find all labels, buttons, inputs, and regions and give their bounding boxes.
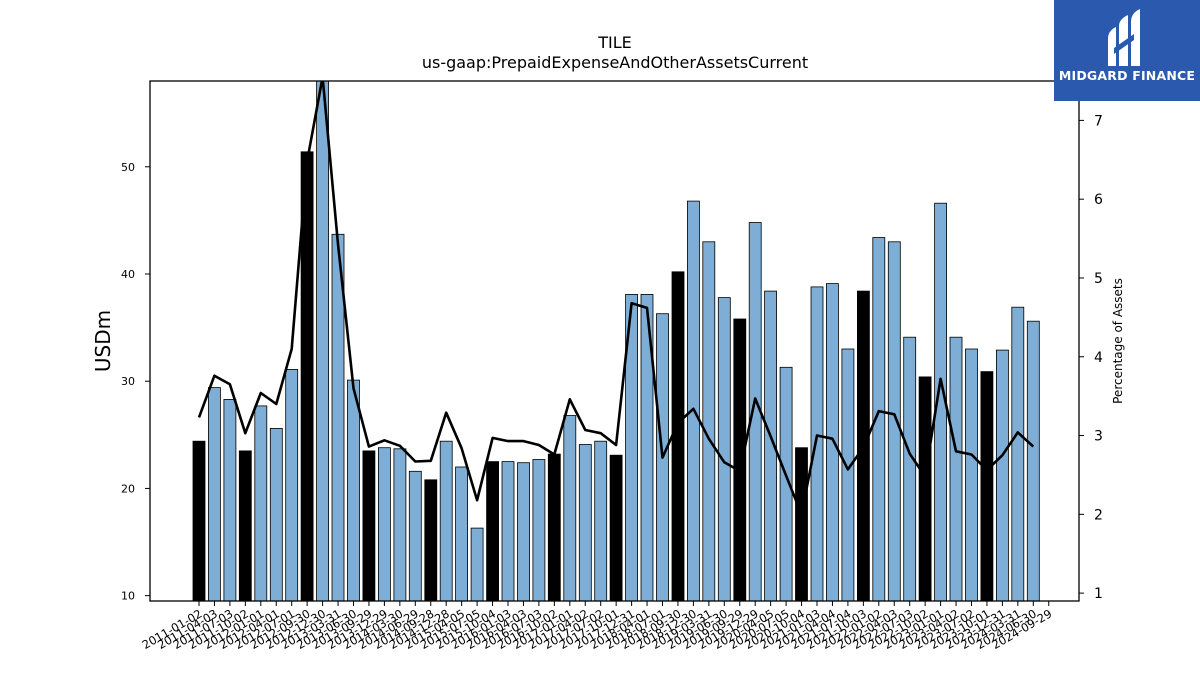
bar bbox=[1011, 306, 1025, 602]
bar bbox=[826, 283, 839, 602]
bar bbox=[532, 459, 546, 602]
bar bbox=[424, 479, 438, 602]
bar bbox=[285, 368, 299, 602]
y-axis: 10 20 30 40 50 bbox=[121, 161, 150, 603]
bar bbox=[377, 447, 391, 602]
bar bbox=[795, 447, 808, 602]
bar bbox=[609, 454, 623, 602]
bar bbox=[347, 379, 360, 602]
bar bbox=[918, 376, 932, 602]
bar bbox=[192, 440, 206, 602]
brand-logo: MIDGARD FINANCE bbox=[1054, 0, 1200, 101]
chart-subtitle: us-gaap:PrepaidExpenseAndOtherAssetsCurr… bbox=[422, 53, 808, 72]
y2-tick-label: 7 bbox=[1094, 113, 1103, 129]
bar bbox=[393, 448, 407, 602]
bar bbox=[254, 405, 268, 602]
pct-of-assets-line bbox=[197, 81, 1035, 516]
bar bbox=[949, 336, 963, 602]
bar bbox=[717, 297, 731, 602]
bar bbox=[702, 241, 716, 602]
bar bbox=[238, 450, 252, 602]
plot-frame bbox=[149, 80, 1080, 602]
y-tick-label: 10 bbox=[121, 590, 135, 603]
bar bbox=[470, 527, 484, 602]
midgard-logo-icon bbox=[1108, 9, 1140, 66]
bar bbox=[810, 286, 824, 602]
bar bbox=[965, 348, 978, 602]
y2-axis-label: Percentage of Assets bbox=[1111, 278, 1125, 404]
bar bbox=[578, 444, 592, 602]
y2-tick-label: 6 bbox=[1094, 192, 1103, 208]
bar bbox=[887, 241, 901, 602]
line-group bbox=[197, 81, 1035, 516]
bar bbox=[996, 349, 1009, 602]
bar bbox=[733, 318, 747, 602]
bar bbox=[671, 271, 685, 602]
y2-tick-label: 4 bbox=[1094, 350, 1103, 366]
bar bbox=[501, 461, 515, 602]
y2-axis: 1 2 3 4 5 6 7 bbox=[1079, 113, 1103, 602]
y2-tick-label: 2 bbox=[1094, 507, 1103, 523]
bar bbox=[594, 440, 608, 602]
y-tick-label: 40 bbox=[121, 268, 135, 281]
bar bbox=[517, 462, 530, 602]
bar bbox=[980, 371, 994, 602]
y-tick-label: 20 bbox=[121, 482, 135, 495]
bar bbox=[223, 398, 237, 602]
y-tick-label: 30 bbox=[121, 375, 135, 388]
brand-name: MIDGARD FINANCE bbox=[1058, 68, 1196, 83]
y2-tick-label: 5 bbox=[1094, 271, 1103, 287]
y2-tick-label: 1 bbox=[1094, 586, 1103, 602]
bars-group bbox=[192, 80, 1040, 602]
y-tick-label: 50 bbox=[121, 161, 135, 174]
y2-tick-label: 3 bbox=[1094, 429, 1103, 445]
bar bbox=[439, 440, 453, 602]
bar bbox=[903, 336, 917, 602]
bar bbox=[563, 415, 577, 602]
chart-title: TILE bbox=[597, 33, 632, 52]
bar bbox=[455, 466, 469, 602]
bar bbox=[269, 427, 283, 602]
bar bbox=[362, 450, 376, 602]
bar bbox=[841, 348, 855, 602]
x-axis: 2011-01-022011-04-032011-07-032011-10-02… bbox=[140, 601, 1054, 652]
bar bbox=[486, 461, 500, 602]
bar bbox=[316, 80, 330, 602]
bar bbox=[1026, 320, 1040, 602]
bar bbox=[207, 387, 221, 602]
y-axis-label: USDm bbox=[91, 310, 115, 372]
bar bbox=[547, 453, 561, 602]
bar bbox=[687, 200, 700, 602]
bar bbox=[408, 470, 422, 602]
